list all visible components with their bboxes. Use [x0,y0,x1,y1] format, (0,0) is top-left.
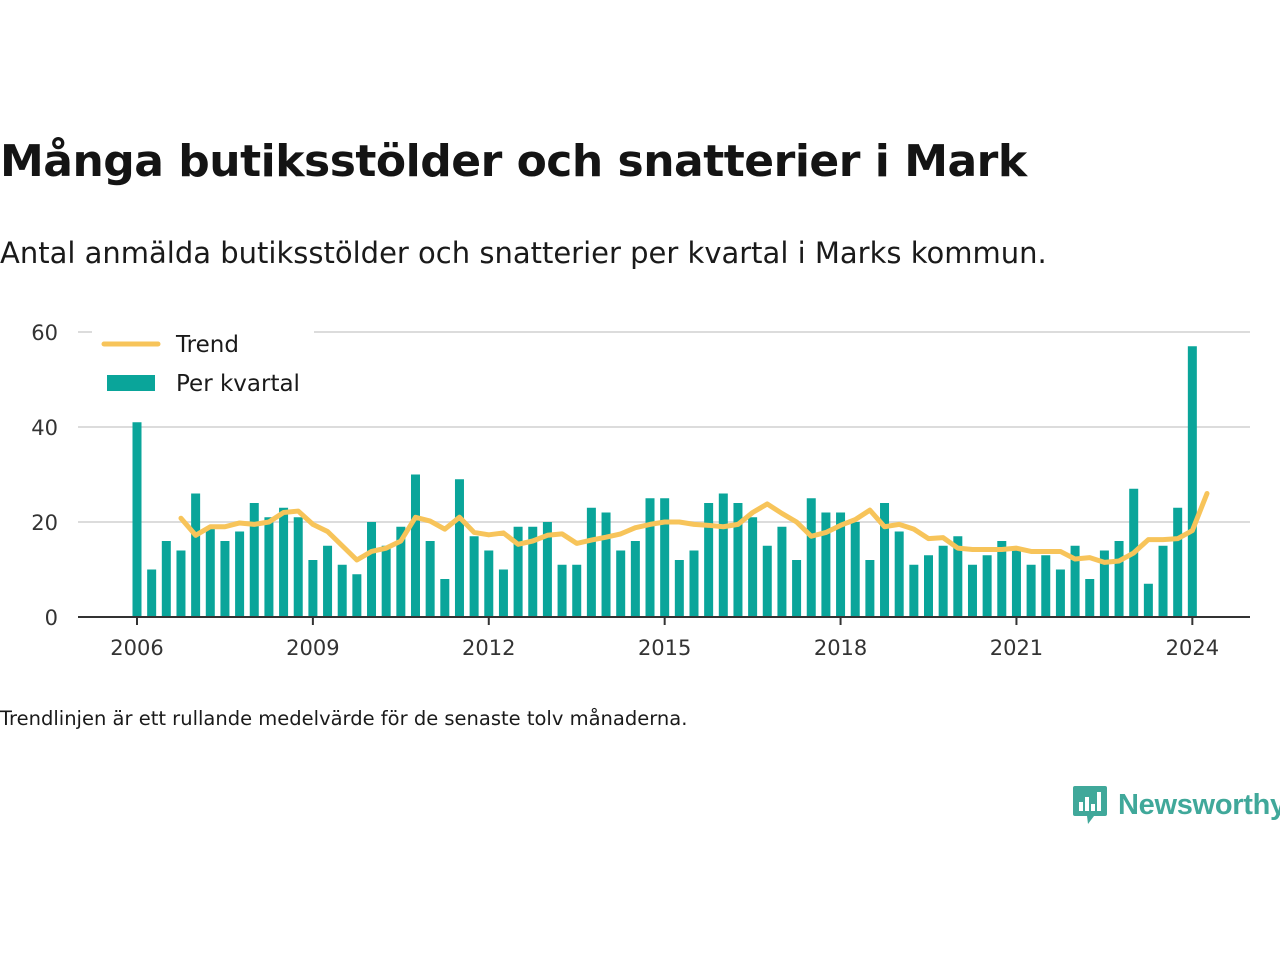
bar-49 [850,522,860,617]
x-tick-label-2012: 2012 [462,636,515,660]
bar-9 [264,517,274,617]
bar-51 [880,503,890,617]
bar-52 [894,531,904,617]
bar-37 [674,560,684,617]
bar-0 [132,422,142,617]
bar-72 [1187,346,1197,617]
y-tick-label-20: 20 [31,511,58,535]
bar-32 [601,512,611,617]
legend: Trend Per kvartal [92,330,314,410]
bar-67 [1114,541,1124,617]
bar-70 [1158,545,1168,617]
bar-1 [147,569,157,617]
x-axis-ticks: 2006 2009 2012 2015 2018 2021 2024 [110,617,1219,660]
bar-39 [704,503,714,617]
bar-22 [454,479,464,617]
bar-29 [557,564,567,617]
bar-6 [220,541,230,617]
bar-19 [410,474,420,617]
bar-46 [806,498,816,617]
bar-50 [865,560,875,617]
newsworthy-logo: Newsworthy [1072,784,1280,826]
bar-12 [308,560,318,617]
bar-62 [1041,555,1051,617]
bar-34 [630,541,640,617]
bar-28 [542,522,552,617]
bar-line-chart: 0 20 40 60 2006 2009 2012 2015 2018 2021 2024 Tre… [31,321,1250,660]
bar-21 [440,579,450,617]
bar-7 [235,531,245,617]
chart-title: Många butiksstölder och snatterier i Mar… [0,136,1027,187]
bar-42 [748,517,758,617]
y-tick-label-0: 0 [45,606,58,630]
bar-48 [836,512,846,617]
bar-11 [293,517,303,617]
footnote: Trendlinjen är ett rullande medelvärde f… [0,707,688,730]
bar-43 [762,545,772,617]
bar-10 [279,507,289,617]
bar-63 [1055,569,1065,617]
bar-series [132,346,1197,617]
x-tick-label-2024: 2024 [1166,636,1219,660]
bar-35 [645,498,655,617]
bar-40 [718,493,728,617]
bar-30 [572,564,582,617]
bar-27 [528,526,538,617]
bar-61 [1026,564,1036,617]
bar-58 [982,555,992,617]
bar-5 [205,526,215,617]
bar-2 [161,541,171,617]
bar-65 [1085,579,1095,617]
y-tick-label-60: 60 [31,321,58,345]
x-tick-label-2021: 2021 [990,636,1043,660]
bar-31 [586,507,596,617]
bar-69 [1143,583,1153,617]
chart-subtitle: Antal anmälda butiksstölder och snatteri… [0,236,1047,270]
bar-56 [953,536,963,617]
bar-59 [997,541,1007,617]
bar-8 [249,503,259,617]
bar-36 [660,498,670,617]
bar-24 [484,550,494,617]
bar-18 [396,526,406,617]
bar-38 [689,550,699,617]
bar-26 [513,526,523,617]
bar-57 [967,564,977,617]
bar-47 [821,512,831,617]
bar-4 [191,493,201,617]
legend-bar-label: Per kvartal [176,371,300,397]
bar-66 [1099,550,1109,617]
x-tick-label-2015: 2015 [638,636,691,660]
bar-16 [367,522,377,617]
bar-13 [323,545,333,617]
x-tick-label-2018: 2018 [814,636,867,660]
y-tick-labels: 0 20 40 60 [31,321,58,630]
bar-3 [176,550,186,617]
bar-54 [924,555,933,617]
bar-15 [352,574,362,617]
newsworthy-logo-icon [1073,786,1107,824]
x-tick-label-2006: 2006 [110,636,163,660]
bar-60 [1011,550,1021,617]
bar-53 [909,564,919,617]
bar-33 [616,550,626,617]
legend-trend-label: Trend [175,332,239,358]
bar-41 [733,503,743,617]
bar-64 [1070,545,1080,617]
bar-45 [792,560,802,617]
bar-14 [337,564,347,617]
bar-23 [469,536,479,617]
x-tick-label-2009: 2009 [286,636,339,660]
bar-25 [498,569,508,617]
bar-17 [381,545,391,617]
bar-20 [425,541,435,617]
bar-55 [938,545,948,617]
y-tick-label-40: 40 [31,416,58,440]
bar-44 [777,526,787,617]
brand-name: Newsworthy [1118,788,1280,821]
legend-bar-swatch [107,375,155,391]
bar-71 [1173,507,1183,617]
trend-line [178,491,1210,565]
